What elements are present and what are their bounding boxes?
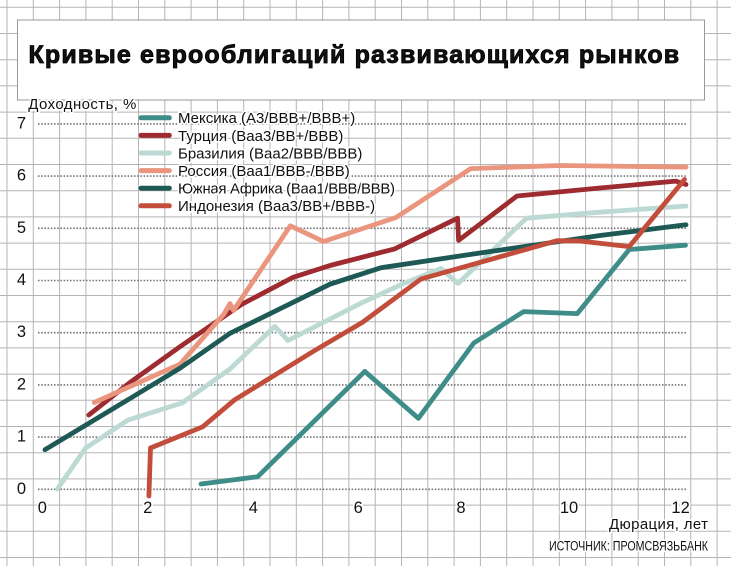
svg-text:8: 8 xyxy=(456,499,465,517)
svg-text:4: 4 xyxy=(17,271,26,289)
svg-text:6: 6 xyxy=(354,499,363,517)
svg-text:12: 12 xyxy=(671,499,689,517)
svg-text:0: 0 xyxy=(17,480,26,498)
svg-text:Россия (Ваа1/ВВВ-/ВВВ): Россия (Ваа1/ВВВ-/ВВВ) xyxy=(178,163,350,180)
svg-text:ИСТОЧНИК: ПРОМСВЯЗЬБАНК: ИСТОЧНИК: ПРОМСВЯЗЬБАНК xyxy=(549,538,708,553)
svg-text:Южная Африка (Ваа1/ВВВ/ВВВ): Южная Африка (Ваа1/ВВВ/ВВВ) xyxy=(178,181,395,198)
svg-text:Бразилия (Ваа2/ВВВ/ВВВ): Бразилия (Ваа2/ВВВ/ВВВ) xyxy=(178,145,362,162)
svg-text:Кривые еврооблигаций развивающ: Кривые еврооблигаций развивающихся рынко… xyxy=(29,41,681,69)
svg-text:Турция (Ваа3/ВВ+/ВВВ): Турция (Ваа3/ВВ+/ВВВ) xyxy=(178,128,343,145)
svg-text:10: 10 xyxy=(560,499,578,517)
svg-text:Мексика (А3/ВВВ+/ВВВ+): Мексика (А3/ВВВ+/ВВВ+) xyxy=(178,110,355,127)
svg-text:Доходность, %: Доходность, % xyxy=(28,96,136,113)
svg-text:1: 1 xyxy=(17,428,26,446)
svg-text:3: 3 xyxy=(17,323,26,341)
svg-text:7: 7 xyxy=(17,114,26,132)
svg-text:0: 0 xyxy=(38,499,47,517)
svg-text:5: 5 xyxy=(17,219,26,237)
svg-text:4: 4 xyxy=(249,499,258,517)
svg-text:2: 2 xyxy=(17,375,26,393)
svg-text:Дюрация, лет: Дюрация, лет xyxy=(609,516,708,533)
svg-text:2: 2 xyxy=(143,499,152,517)
svg-text:Индонезия (Ваа3/ВВ+/ВВВ-): Индонезия (Ваа3/ВВ+/ВВВ-) xyxy=(178,198,375,215)
svg-text:6: 6 xyxy=(17,167,26,185)
